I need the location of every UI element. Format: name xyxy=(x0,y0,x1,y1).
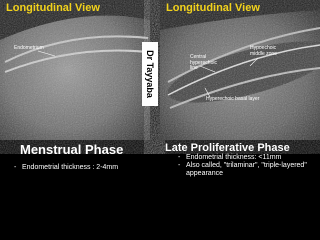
slide: Longitudinal View Longitudinal View Endo… xyxy=(0,0,320,180)
ultrasound-images xyxy=(0,0,320,140)
heading: Longitudinal View xyxy=(166,2,260,14)
bullet: Endometrial thickness : 2-4mm xyxy=(22,164,147,172)
watermark: Dr Tayyaba xyxy=(142,42,158,106)
phase-title: Menstrual Phase xyxy=(20,142,124,157)
label: Hyperechoic basal layer xyxy=(206,96,260,102)
label: Central hyperechoic line xyxy=(190,54,217,71)
bullet: Also called, "trilaminar", "triple-layer… xyxy=(186,162,316,178)
label: Endometrium xyxy=(14,45,44,51)
bullets: Endometrial thickness: <11mm Also called… xyxy=(186,154,316,178)
bullets: Endometrial thickness : 2-4mm xyxy=(22,164,147,172)
watermark-text: Dr Tayyaba xyxy=(145,50,155,98)
phase-title: Late Proliferative Phase xyxy=(165,142,290,154)
bullet: Endometrial thickness: <11mm xyxy=(186,154,316,162)
heading: Longitudinal View xyxy=(6,2,100,14)
label: Hypoechoic middle zone xyxy=(250,45,277,57)
